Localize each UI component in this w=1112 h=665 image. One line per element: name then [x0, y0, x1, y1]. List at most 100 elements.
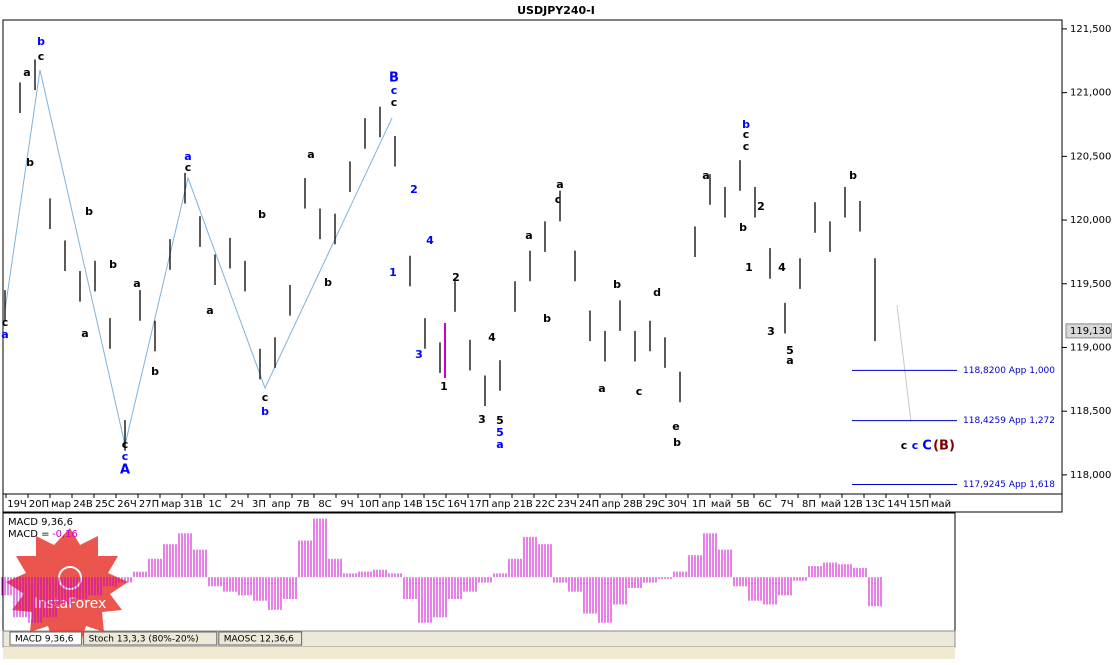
- x-tick-label: 16Ч: [447, 499, 467, 510]
- wave-label: a: [133, 277, 140, 290]
- wave-label: 4: [778, 261, 786, 274]
- wave-label: c: [636, 385, 643, 398]
- x-tick-label: 24П: [579, 499, 599, 510]
- x-tick-label: 2Ч: [230, 499, 243, 510]
- wave-label: A: [120, 463, 130, 478]
- wave-label: c: [901, 439, 908, 452]
- x-tick-label: 7Ч: [780, 499, 793, 510]
- x-tick-label: 1П: [692, 499, 706, 510]
- x-tick-label: 19Ч: [7, 499, 27, 510]
- y-tick-label: 121,500: [1070, 24, 1111, 35]
- wave-label: c: [2, 316, 9, 329]
- tab[interactable]: [9, 631, 83, 646]
- wave-label: c: [743, 128, 750, 141]
- x-tick-label: май: [931, 499, 951, 510]
- x-tick-label: 30Ч: [667, 499, 687, 510]
- wave-label: 1: [745, 261, 753, 274]
- y-tick-label: 119,500: [1070, 279, 1111, 290]
- wave-label: a: [702, 169, 709, 182]
- x-tick-label: 31В: [183, 499, 203, 510]
- x-tick-label: 21В: [513, 499, 533, 510]
- wave-label: 4: [426, 234, 434, 247]
- wave-label: c: [262, 391, 269, 404]
- wave-label: d: [653, 286, 661, 299]
- x-tick-label: 5В: [736, 499, 749, 510]
- wave-label: 3: [767, 325, 775, 338]
- wave-label: b: [324, 276, 332, 289]
- level-label: 118,4259 App 1,272: [963, 416, 1055, 426]
- current-price-box: [1065, 323, 1112, 339]
- logo-badge: [6, 528, 128, 646]
- wave-label: c: [122, 438, 129, 451]
- x-tick-label: 22С: [535, 499, 555, 510]
- tab[interactable]: [83, 631, 218, 646]
- macd-label: MACD 9,36,6: [8, 517, 73, 528]
- x-tick-label: мар: [51, 499, 71, 510]
- macd-value: -0,16: [52, 529, 78, 540]
- wave-label: 2: [757, 200, 765, 213]
- wave-label: a: [786, 354, 793, 367]
- y-tick-label: 120,500: [1070, 151, 1111, 162]
- main-panel: [2, 19, 1063, 495]
- x-tick-label: 8С: [318, 499, 331, 510]
- x-tick-label: 13С: [865, 499, 885, 510]
- wave-label: b: [37, 35, 45, 48]
- x-tick-label: 27П: [139, 499, 159, 510]
- wave-label: a: [206, 304, 213, 317]
- wave-label: C: [922, 439, 932, 454]
- wave-label: a: [598, 382, 605, 395]
- wave-label: B: [389, 71, 399, 86]
- level-label: 117,9245 App 1,618: [963, 480, 1055, 490]
- x-tick-label: мар: [161, 499, 181, 510]
- current-price-label: 119,130: [1070, 326, 1111, 337]
- y-tick-label: 120,000: [1070, 215, 1111, 226]
- x-tick-label: 17П: [469, 499, 489, 510]
- wave-label: a: [556, 178, 563, 191]
- x-tick-label: 20П: [29, 499, 49, 510]
- tab-label: MACD 9,36,6: [15, 635, 74, 645]
- wave-label: b: [85, 205, 93, 218]
- wave-lines: [4, 69, 912, 446]
- x-tick-label: 9Ч: [340, 499, 353, 510]
- x-tick-label: 1С: [208, 499, 221, 510]
- wave-label: b: [261, 405, 269, 418]
- x-tick-label: апр: [381, 499, 400, 510]
- wave-label: 5: [496, 414, 504, 427]
- wave-label: b: [258, 208, 266, 221]
- wave-label: b: [151, 365, 159, 378]
- wave-label: b: [613, 278, 621, 291]
- level-label: 118,8200 App 1,000: [963, 366, 1055, 376]
- wave-label: c: [122, 450, 129, 463]
- x-tick-label: 14Ч: [887, 499, 907, 510]
- y-tick-label: 121,000: [1070, 88, 1111, 99]
- y-tick-label: 118,500: [1070, 406, 1111, 417]
- bottom-strip: [3, 647, 955, 659]
- tab-label: Stoch 13,3,3 (80%-20%): [89, 635, 199, 645]
- wave-label: 3: [478, 413, 486, 426]
- wave-label: a: [307, 148, 314, 161]
- wave-label: b: [543, 312, 551, 325]
- x-tick-label: 10П: [359, 499, 379, 510]
- x-tick-label: 3П: [252, 499, 266, 510]
- x-tick-label: 26Ч: [117, 499, 137, 510]
- wave-label: 1: [389, 266, 397, 279]
- y-tick-label: 118,000: [1070, 470, 1111, 481]
- wave-label: b: [742, 118, 750, 131]
- wave-label: 3: [415, 348, 423, 361]
- wave-label: 5: [496, 426, 504, 439]
- wave-label: a: [1, 328, 8, 341]
- wave-label: c: [912, 439, 919, 452]
- wave-label: b: [849, 169, 857, 182]
- tab[interactable]: [218, 631, 303, 646]
- wave-label: 2: [452, 271, 460, 284]
- x-tick-label: апр: [491, 499, 510, 510]
- chart-title: USDJPY240-I: [517, 4, 595, 17]
- x-tick-label: 24В: [73, 499, 93, 510]
- tab-label: MAOSC 12,36,6: [224, 635, 294, 645]
- x-tick-label: 15С: [425, 499, 445, 510]
- wave-label: a: [23, 66, 30, 79]
- wave-label: c: [391, 84, 398, 97]
- x-tick-label: 6С: [758, 499, 771, 510]
- wave-label: b: [673, 436, 681, 449]
